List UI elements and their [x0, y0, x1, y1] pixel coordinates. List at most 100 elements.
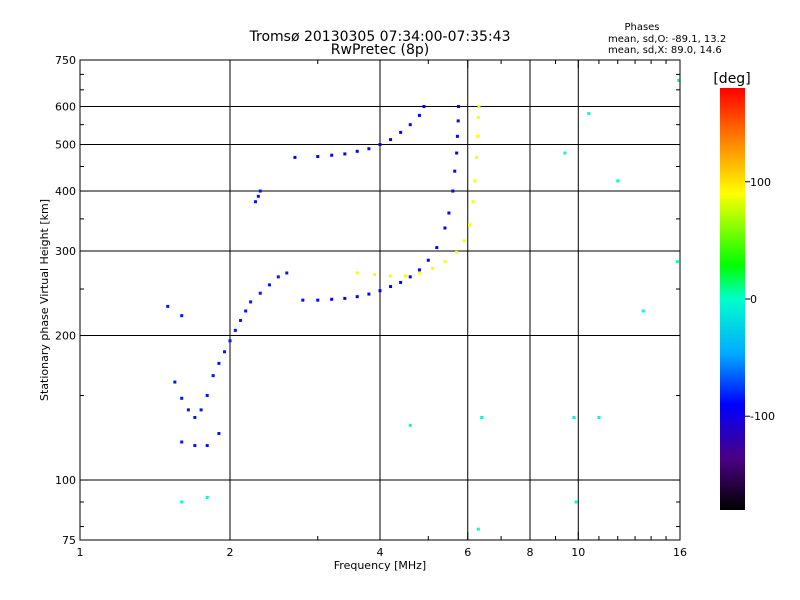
x-tick-label: 6 [464, 546, 471, 559]
data-point [244, 309, 248, 313]
data-point [476, 134, 480, 138]
data-point [468, 223, 472, 227]
data-point [597, 415, 601, 419]
data-point [675, 260, 679, 264]
data-point [435, 246, 439, 250]
data-point [473, 179, 477, 183]
colorbar [720, 88, 745, 510]
data-point [316, 155, 320, 159]
data-point [389, 274, 393, 278]
data-point [417, 271, 421, 275]
data-point [587, 112, 591, 116]
data-point [417, 113, 421, 117]
data-point [447, 211, 451, 215]
data-point [205, 444, 209, 448]
data-point [343, 152, 347, 156]
data-point [343, 296, 347, 300]
data-point [456, 119, 460, 123]
data-point [228, 339, 232, 343]
data-point [431, 266, 435, 270]
x-tick-label: 4 [377, 546, 384, 559]
data-point [563, 151, 567, 155]
data-point [389, 285, 393, 289]
data-point [408, 275, 412, 279]
y-tick-label: 100 [55, 474, 76, 487]
data-point [301, 298, 305, 302]
data-point [443, 260, 447, 264]
data-point [476, 115, 480, 119]
colorbar-ticks: 100 0 -100 [745, 176, 775, 423]
data-point [641, 309, 645, 313]
data-point [417, 268, 421, 272]
data-point [330, 153, 334, 157]
data-point [180, 500, 184, 504]
data-point [330, 297, 334, 301]
data-point [453, 169, 457, 173]
data-point [399, 130, 403, 134]
data-point [253, 200, 257, 204]
y-tick-label: 400 [55, 185, 76, 198]
data-point [480, 415, 484, 419]
data-point [180, 396, 184, 400]
data-point [355, 295, 359, 299]
data-points [166, 78, 681, 531]
colorbar-tick-label: -100 [750, 410, 775, 423]
data-point [205, 394, 209, 398]
data-point [355, 271, 359, 275]
x-tick-label: 2 [227, 546, 234, 559]
data-point [403, 274, 407, 278]
chart-title-line2: RwPretec (8p) [331, 42, 429, 58]
data-point [180, 314, 184, 318]
data-point [443, 226, 447, 230]
x-axis-label: Frequency [MHz] [334, 559, 426, 572]
data-point [476, 527, 480, 531]
data-point [477, 105, 481, 109]
data-point [426, 258, 430, 262]
x-tick-label: 16 [673, 546, 687, 559]
chart-title-line1: Tromsø 20130305 07:34:00-07:35:43 [249, 29, 511, 45]
y-tick-label: 500 [55, 139, 76, 152]
data-point [249, 300, 253, 304]
data-point [574, 500, 578, 504]
data-point [293, 155, 297, 159]
data-point [223, 350, 227, 354]
data-point [462, 239, 466, 243]
x-tick-label: 10 [571, 546, 585, 559]
data-point [408, 423, 412, 427]
colorbar-tick-label: 100 [750, 176, 771, 189]
data-point [239, 318, 243, 322]
data-point [258, 291, 262, 295]
legend-stats-x: mean, sd,X: 89.0, 14.6 [608, 45, 722, 56]
data-point [256, 194, 260, 198]
data-point [180, 440, 184, 444]
data-point [173, 380, 177, 384]
data-point [193, 444, 197, 448]
data-point [389, 138, 393, 142]
data-point [316, 298, 320, 302]
legend-title: Phases [624, 22, 659, 33]
data-point [616, 179, 620, 183]
data-point [399, 280, 403, 284]
y-axis-label: Stationary phase Virtual Height [km] [38, 199, 51, 401]
y-tick-label: 750 [55, 54, 76, 67]
y-tick-label: 75 [62, 534, 76, 547]
data-point [267, 283, 271, 287]
data-point [166, 304, 170, 308]
data-point [451, 189, 455, 193]
data-point [475, 155, 479, 159]
data-point [572, 415, 576, 419]
data-point [471, 200, 475, 204]
data-point [422, 105, 426, 109]
data-point [378, 289, 382, 293]
y-tick-label: 200 [55, 330, 76, 343]
data-point [193, 415, 197, 419]
data-point [367, 292, 371, 296]
data-point [186, 408, 190, 412]
data-point [455, 250, 459, 254]
colorbar-label: [deg] [713, 71, 750, 87]
data-point [378, 143, 382, 147]
data-point [217, 361, 221, 365]
axis-ticks: 1 2 4 6 8 10 16 75 100 200 300 400 500 600 750 [55, 54, 687, 559]
data-point [199, 408, 203, 412]
